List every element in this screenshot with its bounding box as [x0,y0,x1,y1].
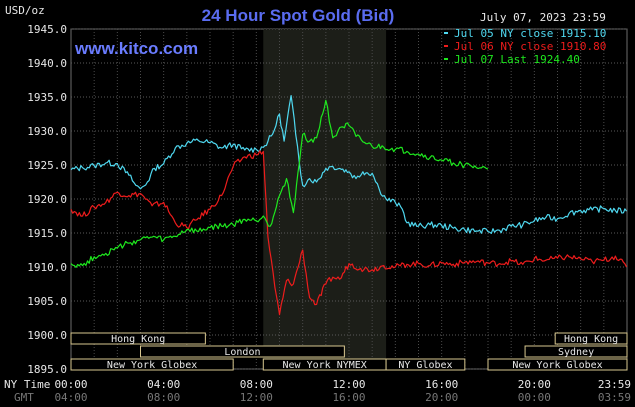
series-line-jul06 [70,150,628,316]
legend-entry-jul06: Jul 06 NY close 1910.80 [454,40,606,53]
gmt-label: GMT [14,391,34,404]
x-tick-label-gmt: 00:00 [518,391,551,404]
x-tick-labels: 00:00 04:00 08:00 12:00 16:00 20:00 23:5904:00… [54,378,631,404]
y-tick-label: 1930.0 [27,125,67,138]
y-tick-label: 1935.0 [27,91,67,104]
legend-entry-jul07: Jul 07 Last 1924.40 [454,53,580,66]
x-tick-label-gmt: 08:00 [147,391,180,404]
session-bar [140,345,345,358]
ny-time-label: NY Time [4,378,50,391]
y-tick-label: 1915.0 [27,227,67,240]
site-watermark: www.kitco.com [74,39,198,58]
x-tick-label-ny: 00:00 [54,378,87,391]
session-bar [554,332,628,345]
session-bar [487,358,628,371]
session-label: New York NYMEX [283,360,367,371]
x-tick-label-gmt: 12:00 [240,391,273,404]
x-tick-label-ny: 12:00 [332,378,365,391]
x-tick-label-ny: 08:00 [240,378,273,391]
x-tick-label-ny: 20:00 [518,378,551,391]
legend-swatch-jul07 [444,58,448,60]
y-tick-label: 1900.0 [27,329,67,342]
y-tick-label: 1920.0 [27,193,67,206]
session-bar [385,358,466,371]
series-line-jul07 [70,99,489,268]
y-tick-label: 1905.0 [27,295,67,308]
x-tick-label-gmt: 04:00 [54,391,87,404]
session-bar [70,358,234,371]
y-tick-label: 1945.0 [27,23,67,36]
session-label: Hong Kong [111,334,165,345]
trading-sessions: Hong Kong London New York Globex New York N… [70,332,628,371]
y-tick-label: 1910.0 [27,261,67,274]
x-tick-label-ny: 04:00 [147,378,180,391]
legend-swatch-jul05 [444,32,448,34]
x-tick-label-ny: 23:59 [598,378,631,391]
y-tick-label: 1895.0 [27,363,67,376]
chart-title: 24 Hour Spot Gold (Bid) [202,6,395,25]
y-axis-label: USD/oz [5,4,45,17]
session-bar [524,345,628,358]
x-tick-label-gmt: 20:00 [425,391,458,404]
legend-entry-jul05: Jul 05 NY close 1915.10 [454,27,606,40]
session-label: London [224,347,260,358]
session-label: New York Globex [512,360,602,371]
session-label: Sydney [558,347,594,358]
x-tick-label-gmt: 03:59 [598,391,631,404]
x-tick-label-ny: 16:00 [425,378,458,391]
session-bar [70,332,206,345]
chart-date: July 07, 2023 23:59 [480,11,606,24]
session-label: NY Globex [398,360,452,371]
y-tick-label: 1925.0 [27,159,67,172]
y-tick-labels: 1945.0 1940.0 1935.0 1930.0 1925.0 1920.0 1915… [27,23,67,376]
legend: Jul 05 NY close 1915.10 Jul 06 NY close … [444,27,606,66]
x-tick-label-gmt: 16:00 [332,391,365,404]
legend-swatch-jul06 [444,45,448,47]
session-label: Hong Kong [564,334,618,345]
session-label: New York Globex [107,360,197,371]
series-layer [70,95,628,316]
y-tick-label: 1940.0 [27,57,67,70]
series-line-jul05 [70,95,627,234]
